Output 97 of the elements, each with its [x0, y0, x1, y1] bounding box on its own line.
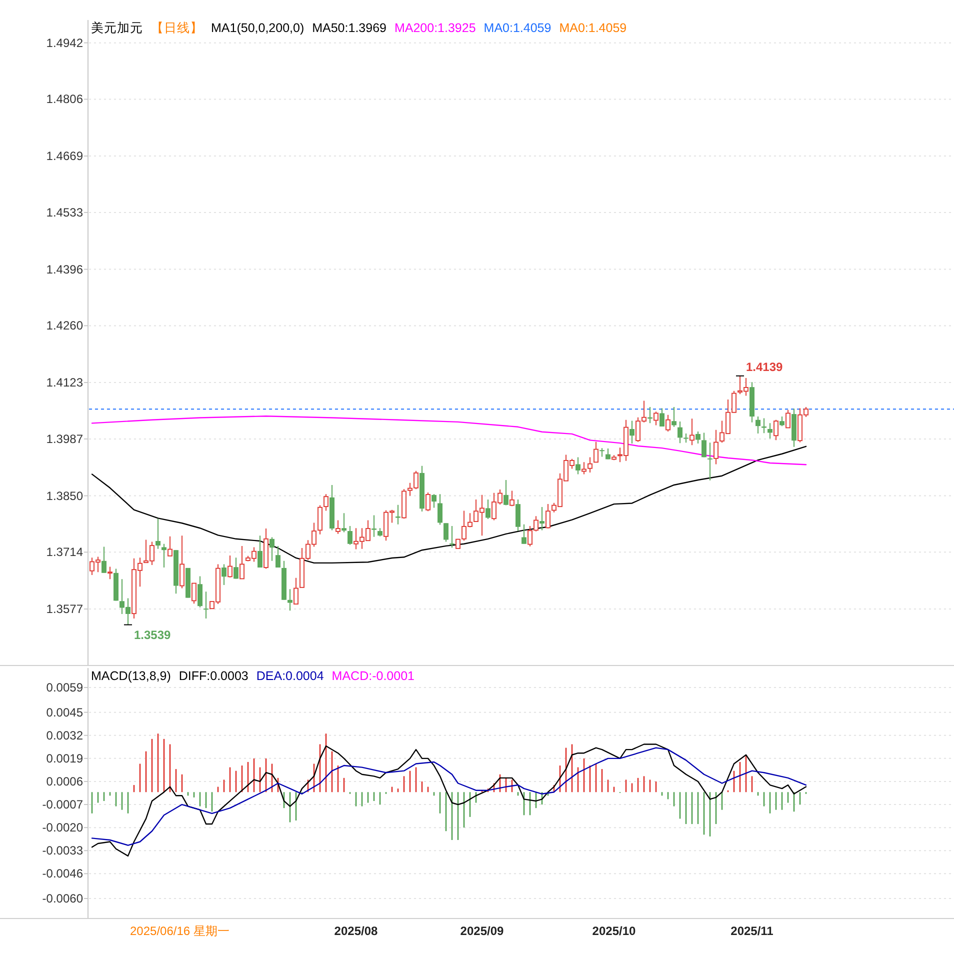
- candlestick: [504, 480, 508, 506]
- candlestick: [102, 546, 106, 574]
- annotation: MACD:-0.0001: [332, 669, 415, 683]
- annotation: 1.4139: [746, 360, 784, 374]
- candlestick: [336, 520, 340, 534]
- text: DIFF:0.0003: [178, 669, 248, 683]
- candlestick: [600, 448, 604, 458]
- y-tick-label: 1.4533: [46, 205, 84, 220]
- candlestick: [270, 536, 274, 562]
- candlestick: [756, 416, 760, 434]
- candlestick: [510, 490, 514, 507]
- line-series: [91, 446, 807, 564]
- y-tick-label: 1.4396: [46, 262, 84, 276]
- candlestick: [786, 409, 790, 428]
- x-tick-label: 2025/08: [334, 924, 378, 938]
- y-tick-label: -0.0020: [42, 820, 84, 835]
- candlestick: [240, 545, 244, 580]
- y-tick-label: -0.0046: [42, 866, 84, 881]
- candlestick: [540, 506, 544, 531]
- candlestick: [432, 494, 436, 508]
- ref-line-label: MA0:1.4059: [484, 21, 552, 35]
- annotation: MA0:1.4059: [559, 21, 627, 35]
- chart-title: 美元加元: [91, 20, 143, 35]
- y-tick-label: -0.0007: [42, 798, 84, 812]
- candlestick: [162, 543, 166, 568]
- candlestick: [696, 430, 700, 444]
- candlestick: [660, 408, 664, 427]
- candlestick: [684, 433, 688, 444]
- legend-title: MA1(50,0,200,0): [211, 21, 304, 35]
- x-tick-label: 2025/11: [730, 924, 774, 938]
- y-tick-label: 0.0019: [46, 751, 84, 766]
- candlestick: [444, 522, 448, 542]
- candlestick: [438, 494, 442, 526]
- candlestick: [276, 545, 280, 568]
- candlestick: [522, 524, 526, 544]
- candlestick: [168, 536, 172, 556]
- candlestick: [318, 504, 322, 535]
- y-tick-label: 0.0045: [46, 705, 84, 720]
- candlestick: [372, 514, 376, 538]
- y-tick-label: -0.0060: [42, 891, 84, 906]
- text: MA50:1.3969: [312, 21, 387, 35]
- x-tick-label: 2025/09: [460, 924, 504, 938]
- candlestick: [288, 588, 292, 612]
- y-tick-label: 1.3714: [46, 545, 84, 560]
- candlestick: [780, 416, 784, 427]
- candlestick: [576, 456, 580, 475]
- candlestick: [204, 591, 208, 620]
- y-tick-label: 1.4123: [46, 376, 84, 390]
- candlestick: [690, 418, 694, 446]
- text: DEA:0.0004: [256, 669, 324, 683]
- candlestick: [654, 411, 658, 426]
- candlestick: [702, 432, 706, 458]
- candlestick: [708, 442, 712, 481]
- candlestick: [234, 557, 238, 580]
- y-tick-label: -0.0033: [42, 844, 84, 858]
- candlestick: [450, 526, 454, 548]
- candlestick: [198, 576, 202, 608]
- candlestick: [180, 535, 184, 589]
- y-tick-label: 0.0006: [46, 774, 84, 788]
- candlestick: [768, 422, 772, 440]
- candlestick: [606, 448, 610, 460]
- chart-subtitle: 【日线】: [151, 21, 203, 35]
- candlestick: [672, 406, 676, 428]
- y-tick-label: 1.4260: [46, 318, 84, 333]
- chart-title: MACD(13,8,9): [91, 669, 171, 683]
- candlestick: [258, 535, 262, 568]
- candlestick: [426, 492, 430, 512]
- text: 2025/06/16 星期一: [130, 924, 230, 938]
- candlestick: [774, 419, 778, 441]
- candlestick: [228, 554, 232, 578]
- candlestick: [108, 566, 112, 580]
- y-tick-label: 1.3850: [46, 488, 84, 503]
- candlestick: [666, 414, 670, 432]
- annotation: 1.3539: [134, 628, 172, 642]
- candlestick: [678, 421, 682, 444]
- text: MA200:1.3925: [394, 21, 476, 35]
- candlestick: [156, 518, 160, 550]
- y-tick-label: 1.3577: [46, 602, 84, 616]
- candlestick: [348, 526, 352, 546]
- candlestick: [222, 564, 226, 586]
- y-tick-label: 0.0059: [46, 680, 84, 695]
- candlestick: [294, 577, 298, 605]
- y-tick-label: 1.4669: [46, 149, 84, 164]
- candlestick: [486, 499, 490, 520]
- candlestick: [324, 494, 328, 512]
- y-tick-label: 1.3987: [46, 432, 84, 446]
- candlestick: [714, 429, 718, 465]
- candlestick: [342, 512, 346, 533]
- x-tick-label: 2025/10: [592, 924, 636, 938]
- candlestick: [192, 582, 196, 604]
- y-tick-label: 1.4806: [46, 92, 84, 106]
- candlestick: [594, 441, 598, 463]
- candlestick: [630, 420, 634, 444]
- y-tick-label: 1.4942: [46, 36, 84, 50]
- y-tick-label: 0.0032: [46, 728, 84, 742]
- line-series: [91, 416, 807, 466]
- candlestick: [516, 499, 520, 532]
